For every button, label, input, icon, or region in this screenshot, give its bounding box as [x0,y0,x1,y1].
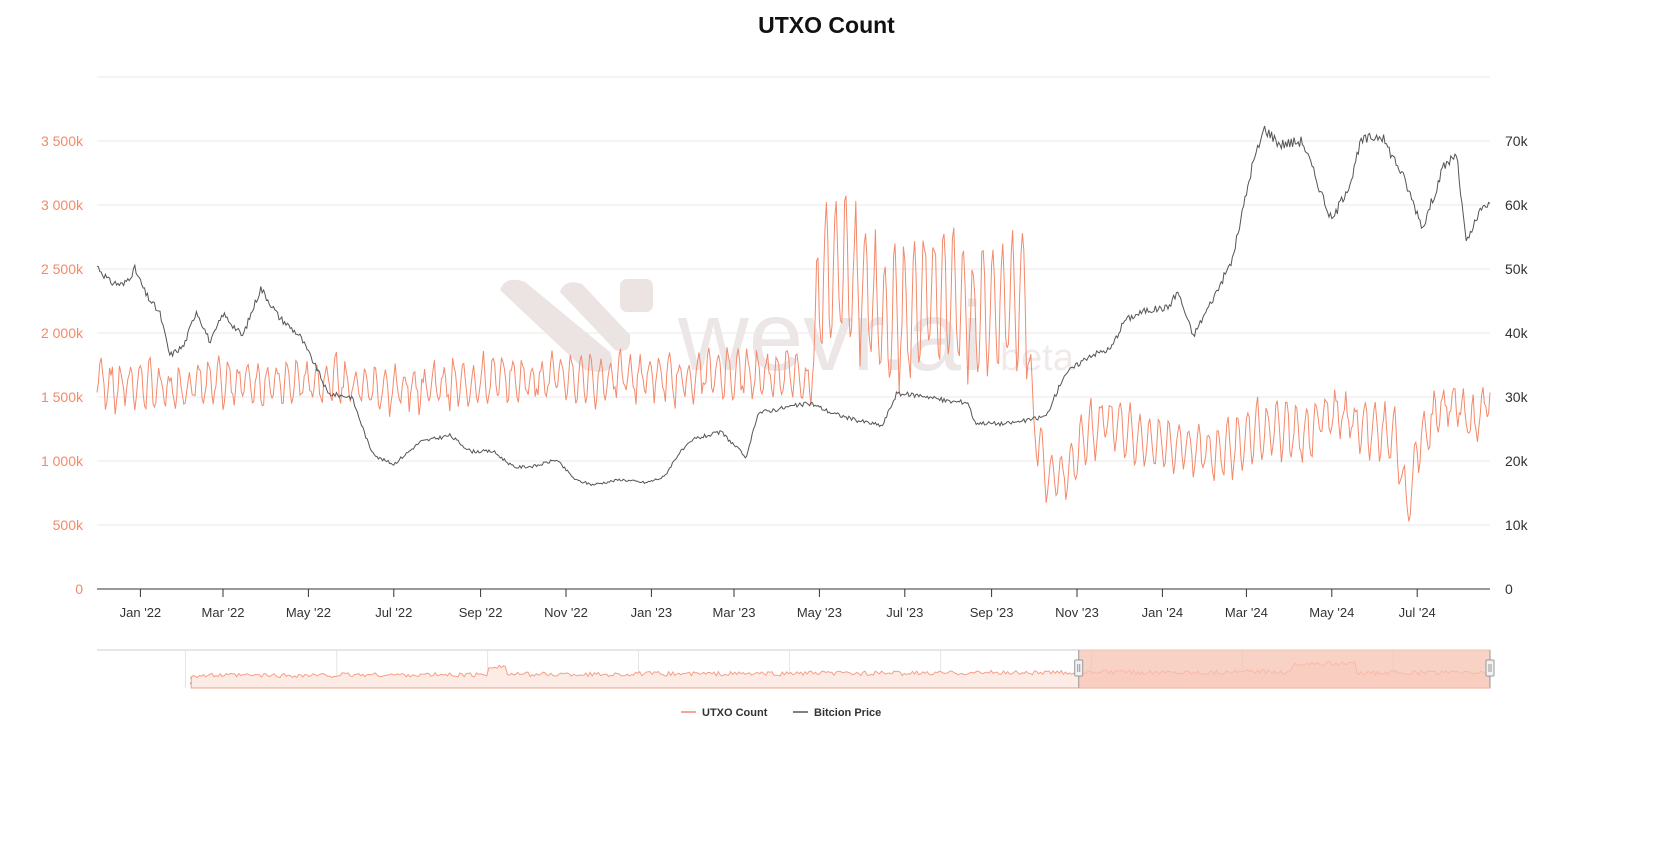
x-tick-label: May '24 [1309,605,1354,620]
legend-label: UTXO Count [702,707,768,719]
watermark-logo: wevr.ai beta [500,279,1075,391]
y-left-tick-label: 2 000k [41,325,84,341]
y-right-tick-label: 20k [1505,453,1529,469]
legend-item-bitcoin-price[interactable]: Bitcion Price [793,707,881,719]
navigator-selected-range[interactable] [1078,650,1490,688]
navigator[interactable]: 201620172018201920202021202220232024 [97,649,1495,689]
y-right-tick-label: 50k [1505,261,1529,277]
x-tick-label: Jan '22 [120,605,162,620]
y-left-tick-label: 1 000k [41,453,84,469]
grid-lines [97,76,1490,526]
y-left-tick-label: 0 [75,581,83,597]
y-right-tick-label: 60k [1505,197,1529,213]
y-left-tick-label: 2 500k [41,261,84,277]
chart-title: UTXO Count [758,12,895,38]
watermark-mark [500,279,613,372]
watermark-dot [620,279,653,312]
y-right-tick-label: 10k [1505,517,1529,533]
x-tick-label: Jan '23 [631,605,673,620]
navigator-left-handle[interactable] [1074,659,1084,677]
x-tick-label: Nov '22 [544,605,588,620]
utxo-count-line [96,195,1491,522]
x-tick-label: Jul '22 [375,605,412,620]
x-tick-label: Sep '22 [459,605,503,620]
x-tick-label: Mar '22 [202,605,245,620]
y-right-tick-label: 30k [1505,389,1529,405]
series-layer [96,125,1491,522]
navigator-right-handle[interactable] [1485,659,1495,677]
axes: Jan '22 Mar '22 May '22 Jul '22 Sep '22 Nov '… [41,133,1529,620]
bitcoin-price-line [96,125,1491,487]
y-right-tick-label: 40k [1505,325,1529,341]
x-tick-label: Mar '23 [713,605,756,620]
x-tick-label: Jul '23 [886,605,923,620]
watermark-beta: beta [1000,337,1075,379]
x-tick-label: May '23 [797,605,842,620]
x-tick-label: Nov '23 [1055,605,1099,620]
x-tick-label: May '22 [286,605,331,620]
x-tick-label: Sep '23 [970,605,1014,620]
x-tick-label: Jan '24 [1142,605,1184,620]
y-left-tick-label: 1 500k [41,389,84,405]
y-right-tick-label: 70k [1505,133,1529,149]
y-left-tick-label: 3 500k [41,133,84,149]
legend[interactable]: UTXO Count Bitcion Price [681,707,881,719]
watermark-mark [560,282,631,351]
y-left-tick-label: 3 000k [41,197,84,213]
y-left-tick-label: 500k [53,517,84,533]
x-tick-label: Mar '24 [1225,605,1268,620]
x-tick-label: Jul '24 [1399,605,1436,620]
legend-label: Bitcion Price [814,707,881,719]
y-right-tick-label: 0 [1505,581,1513,597]
legend-item-utxo-count[interactable]: UTXO Count [681,707,768,719]
